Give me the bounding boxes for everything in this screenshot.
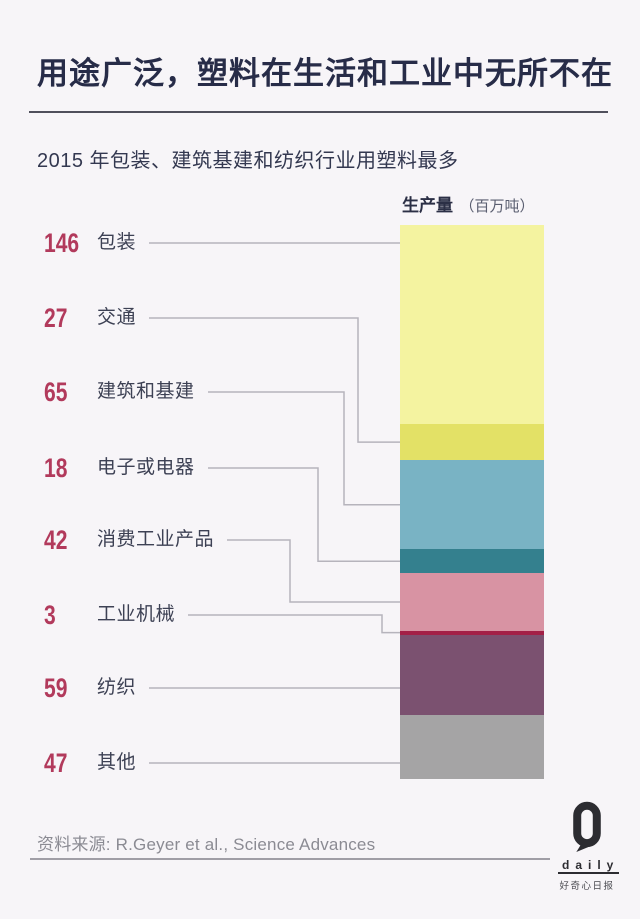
category-label: 建筑和基建 xyxy=(97,381,195,402)
q-logo-icon xyxy=(573,801,601,852)
category-value: 47 xyxy=(44,748,68,778)
bar-segment-3 xyxy=(400,460,544,549)
qdaily-logo: daily 好奇心日报 xyxy=(558,800,620,892)
bar-segment-1 xyxy=(400,225,544,424)
category-row: 65 建筑和基建 xyxy=(0,377,400,407)
category-label: 交通 xyxy=(97,307,137,328)
logo-daily-text: daily xyxy=(558,859,620,874)
bar-segment-2 xyxy=(400,423,544,461)
category-row: 47 其他 xyxy=(0,748,400,778)
category-value: 59 xyxy=(44,673,68,703)
stacked-bar xyxy=(400,225,544,779)
bar-segment-4 xyxy=(400,548,544,574)
title-divider xyxy=(29,111,608,113)
logo-chinese-text: 好奇心日报 xyxy=(559,881,615,892)
category-row: 27 交通 xyxy=(0,303,400,333)
category-value: 42 xyxy=(44,525,68,555)
category-value: 3 xyxy=(44,600,56,630)
category-row: 18 电子或电器 xyxy=(0,453,400,483)
category-row: 3 工业机械 xyxy=(0,600,400,630)
bar-segment-8 xyxy=(400,714,544,779)
page-title: 用途广泛，塑料在生活和工业中无所不在 xyxy=(37,56,613,91)
category-value: 18 xyxy=(44,453,68,483)
category-value: 27 xyxy=(44,303,68,333)
bar-axis-header: 生产量 （百万吨） xyxy=(402,191,534,216)
bar-segment-5 xyxy=(400,573,544,631)
connector-line xyxy=(208,391,400,506)
category-label: 电子或电器 xyxy=(97,457,195,478)
category-row: 42 消费工业产品 xyxy=(0,525,400,555)
chart-subtitle: 2015 年包装、建筑基建和纺织行业用塑料最多 xyxy=(37,150,459,172)
category-row: 146 包装 xyxy=(0,228,400,258)
bar-axis-unit: （百万吨） xyxy=(459,198,535,215)
category-label: 其他 xyxy=(97,752,137,773)
category-row: 59 纺织 xyxy=(0,673,400,703)
footer-divider xyxy=(30,858,550,860)
category-value: 146 xyxy=(44,228,80,258)
category-label: 消费工业产品 xyxy=(97,529,215,550)
source-text: 资料来源: R.Geyer et al., Science Advances xyxy=(37,835,376,854)
category-label: 工业机械 xyxy=(97,604,176,625)
category-label: 包装 xyxy=(97,232,137,253)
bar-axis-label: 生产量 xyxy=(402,196,453,215)
bar-segment-6 xyxy=(400,630,544,635)
category-value: 65 xyxy=(44,377,68,407)
category-label: 纺织 xyxy=(97,677,137,698)
bar-segment-7 xyxy=(400,634,544,715)
